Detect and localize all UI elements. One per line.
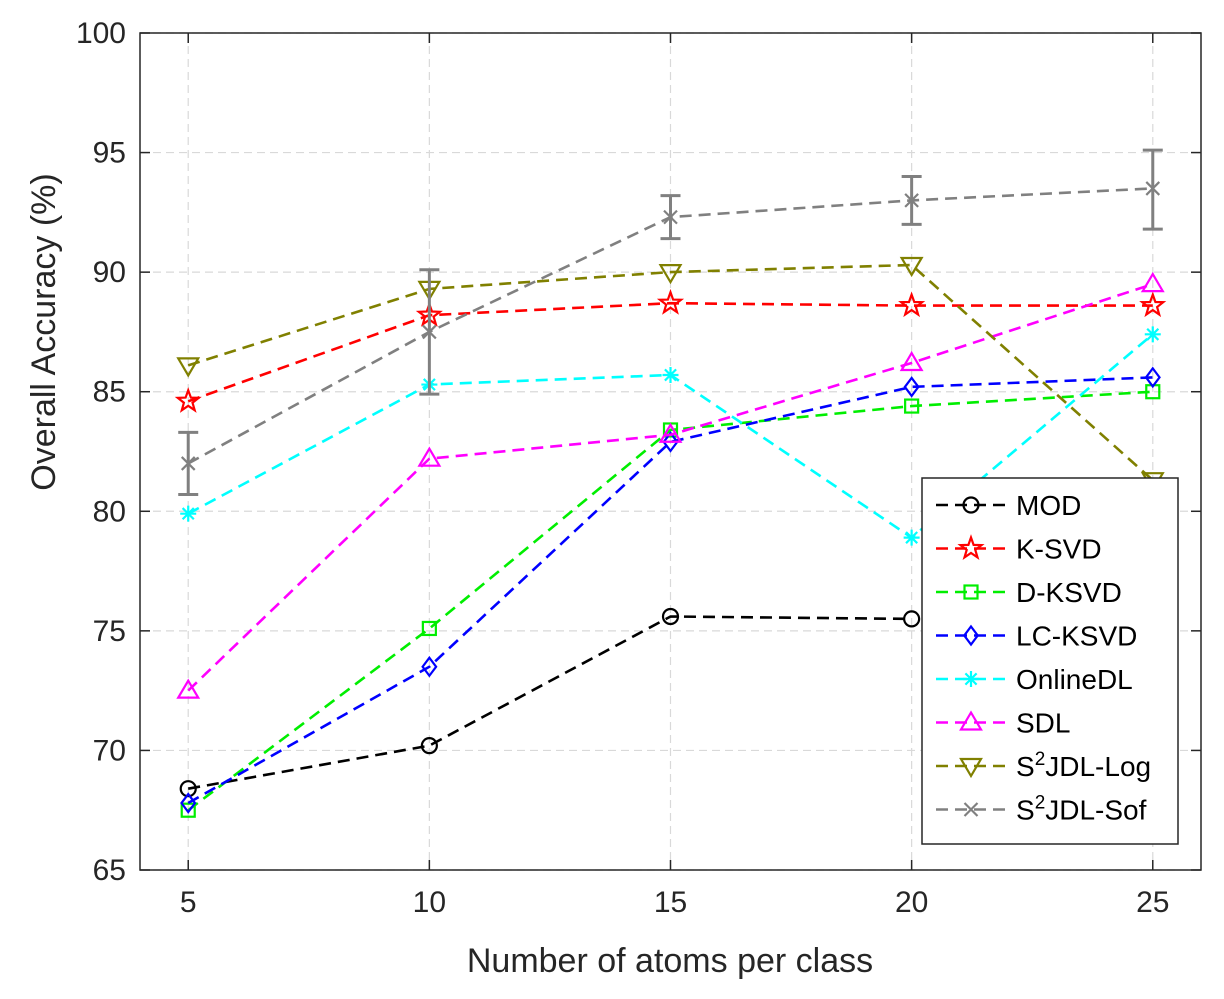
data-point-mod [661,607,680,626]
legend-marker [963,802,979,817]
x-tick-label: 15 [654,886,687,919]
data-point-onlinedl [1144,326,1161,343]
legend-entry-d-ksvd: D-KSVD [936,577,1122,608]
series-s2jdl-sof [178,148,1163,497]
y-tick-label: 100 [76,17,126,50]
x-tick-label: 10 [413,886,446,919]
x-axis-label: Number of atoms per class [467,942,873,980]
legend-label: OnlineDL [1016,664,1133,695]
legend-marker [963,584,979,600]
legend: MOD K-SVD D-KSVD LC-KSVD OnlineDL SDL S2JDL-Lo… [921,477,1179,845]
x-tick-label: 5 [180,886,197,919]
data-point-s2jdl-log [899,256,924,278]
legend-marker [959,757,983,779]
legend-entry-lc-ksvd: LC-KSVD [936,621,1137,652]
legend-label: S2JDL-Sof [1016,793,1147,826]
y-tick-label: 95 [93,137,126,170]
data-point-d-ksvd [421,620,437,637]
x-tick-label: 25 [1136,886,1169,919]
data-point-sdl [176,678,201,699]
data-point-lc-ksvd [903,376,920,398]
series-lc-ksvd [180,366,1161,814]
legend-entry-sdl: SDL [936,708,1070,739]
legend-entry-k-svd: K-SVD [936,534,1102,565]
data-point-onlinedl [903,529,920,546]
data-point-lc-ksvd [662,431,679,453]
legend-entry-mod: MOD [936,490,1081,521]
series-group [174,148,1167,818]
data-point-lc-ksvd [421,655,438,678]
data-point-s2jdl-sof [422,324,437,340]
y-tick-label: 75 [93,615,126,648]
data-point-k-svd [656,288,685,315]
legend-marker [962,496,980,514]
y-tick-label: 90 [93,256,126,289]
data-point-s2jdl-sof [180,456,196,471]
data-point-mod [903,610,921,628]
legend-entry-s2jdl-sof: S2JDL-Sof [936,793,1147,826]
legend-box [921,477,1179,845]
data-point-lc-ksvd [180,792,197,814]
x-tick-label: 20 [895,886,928,919]
legend-marker [963,671,979,687]
y-axis-label: Overall Accuracy (%) [25,173,63,490]
legend-marker [962,624,980,647]
legend-entry-s2jdl-log: S2JDL-Log [936,749,1151,782]
axes: 5 10 15 20 25 65 70 75 80 85 90 95 100 [76,17,1202,919]
data-point-k-svd [1139,291,1167,318]
y-tick-label: 80 [93,495,126,528]
series-mod [179,607,921,798]
data-point-s2jdl-sof [1145,181,1161,196]
y-tick-label: 70 [93,734,126,767]
series-d-ksvd [180,384,1161,818]
data-point-d-ksvd [180,802,196,818]
data-point-s2jdl-log [658,264,683,285]
series-line-mod [187,615,912,790]
data-point-d-ksvd [904,398,920,414]
legend-label: S2JDL-Log [1016,749,1151,782]
series-line-k-svd [187,301,1153,403]
legend-label: K-SVD [1016,534,1102,565]
data-point-s2jdl-log [176,357,201,378]
data-point-lc-ksvd [1144,366,1161,389]
data-point-k-svd [174,387,202,413]
data-point-mod [420,737,438,755]
data-point-onlinedl [180,505,197,522]
legend-label: MOD [1016,490,1081,521]
data-point-sdl [417,446,442,467]
data-point-k-svd [898,291,926,318]
data-point-sdl [899,350,924,372]
legend-marker [957,534,985,561]
data-point-mod [179,780,197,798]
y-tick-label: 65 [93,854,126,887]
legend-label: LC-KSVD [1016,621,1137,652]
legend-label: SDL [1016,708,1070,739]
series-line-d-ksvd [187,390,1153,812]
data-point-sdl [658,422,683,443]
data-point-s2jdl-sof [663,209,678,225]
legend-label: D-KSVD [1016,577,1122,608]
legend-marker [959,710,983,731]
series-line-lc-ksvd [187,376,1153,805]
data-point-s2jdl-sof [904,193,919,208]
data-point-onlinedl [662,366,679,383]
legend-entry-onlinedl: OnlineDL [936,664,1133,695]
series-line-s2jdl-log [187,263,1154,482]
y-tick-label: 85 [93,376,126,409]
data-point-sdl [1140,271,1165,293]
